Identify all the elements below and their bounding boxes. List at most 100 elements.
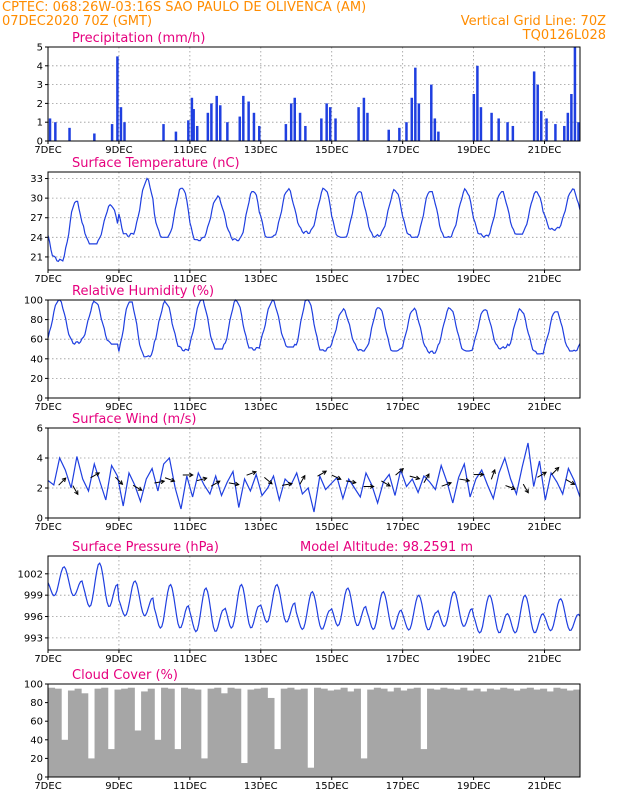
wind-arrow <box>72 485 79 495</box>
precip-bar <box>110 124 114 141</box>
cloud-bar <box>307 767 315 777</box>
pres-subtitle: Model Altitude: 98.2591 m <box>300 540 473 555</box>
wind-arrow-head <box>491 468 496 474</box>
precip-bar <box>293 97 296 141</box>
precip-xtick-label: 13DEC <box>244 145 278 156</box>
precip-xtick-label: 11DEC <box>173 145 207 156</box>
wind-arrow <box>228 482 239 486</box>
wind-arrow-head <box>447 481 453 487</box>
precip-bar <box>554 124 557 141</box>
wind-arrow-head <box>61 477 67 483</box>
precip-bar <box>195 125 199 141</box>
wind-arrow <box>331 474 342 480</box>
pres-xtick-label: 7DEC <box>34 654 61 665</box>
wind-arrow <box>210 480 221 487</box>
cloud-bar <box>254 688 262 777</box>
precip-ytick-label: 4 <box>37 61 43 72</box>
wind-arrow <box>441 482 452 487</box>
precip-bar <box>174 131 178 141</box>
precip-bar <box>357 107 360 141</box>
cloud-bar <box>566 690 574 777</box>
cloud-title: Cloud Cover (%) <box>72 668 178 683</box>
precip-bar <box>325 103 328 141</box>
wind-arrow-head <box>336 475 342 481</box>
cloud-bar <box>200 758 208 777</box>
cloud-bar <box>407 688 415 777</box>
precip-bar <box>479 107 483 141</box>
wind-arrow <box>246 471 257 476</box>
cloud-bar <box>393 687 401 777</box>
cloud-bar <box>161 687 169 777</box>
precip-bar <box>387 129 390 141</box>
cloud-bar <box>147 688 155 777</box>
temp-ytick-label: 24 <box>30 233 43 244</box>
precip-xtick-label: 17DEC <box>386 145 420 156</box>
cloud-bar <box>433 689 441 777</box>
cloud-bar <box>260 687 268 777</box>
cloud-bar <box>287 687 295 777</box>
precip-bar <box>48 118 52 141</box>
wind-line <box>47 442 581 513</box>
wind-arrow-head <box>465 477 471 483</box>
rh-ytick-label: 20 <box>30 374 43 385</box>
wind-xtick-label: 11DEC <box>173 522 207 533</box>
pres-xtick-label: 17DEC <box>386 654 420 665</box>
wind-arrow <box>537 471 547 478</box>
wind-xtick-label: 13DEC <box>244 522 278 533</box>
wind-arrow-head <box>251 470 257 476</box>
cloud-ytick-label: 20 <box>30 754 43 765</box>
cloud-bar <box>573 689 581 777</box>
cloud-xtick-label: 17DEC <box>386 781 420 792</box>
cloud-ytick-label: 0 <box>37 773 43 784</box>
precip-bar <box>206 112 210 141</box>
temp-xtick-label: 11DEC <box>173 274 207 285</box>
pres-line <box>47 562 581 634</box>
temp-xtick-label: 15DEC <box>315 274 349 285</box>
cloud-bar <box>333 689 341 777</box>
pres-xtick-label: 9DEC <box>105 654 132 665</box>
precip-bar <box>210 103 213 141</box>
precip-xtick-label: 21DEC <box>528 145 562 156</box>
temp-xtick-label: 9DEC <box>105 274 132 285</box>
wind-xtick-label: 17DEC <box>386 522 420 533</box>
precip-bar <box>190 97 194 141</box>
precip-bar <box>284 124 288 141</box>
grid-line-note: Vertical Grid Line: 70Z <box>460 14 606 29</box>
rh-xtick-label: 21DEC <box>528 402 562 413</box>
precip-bar <box>566 112 570 141</box>
precip-bar <box>532 71 536 141</box>
cloud-ytick-label: 80 <box>30 698 43 709</box>
wind-arrow <box>381 480 391 487</box>
cloud-bar <box>546 691 554 777</box>
cloud-bar <box>480 691 488 777</box>
wind-arrow-head <box>570 480 576 485</box>
precip-bar <box>328 107 332 141</box>
cloud-bar <box>506 688 514 777</box>
precip-bar <box>215 95 218 141</box>
cloud-bar <box>267 697 275 777</box>
precip-xtick-label: 15DEC <box>315 145 349 156</box>
pres-ytick-label: 1002 <box>18 569 43 580</box>
cloud-ytick-label: 100 <box>24 680 43 691</box>
cloud-ytick-label: 60 <box>30 717 43 728</box>
cloud-bar <box>340 687 348 777</box>
precip-bar <box>563 125 566 141</box>
precip-bar <box>366 112 369 141</box>
wind-arrow <box>409 475 420 480</box>
wind-arrow <box>299 475 306 485</box>
rh-title: Relative Humidity (%) <box>72 284 214 299</box>
wind-arrow-head <box>215 480 221 485</box>
cloud-bar <box>154 739 162 777</box>
precip-bar <box>430 84 433 141</box>
cloud-bar <box>526 687 534 777</box>
precip-bar <box>433 118 437 141</box>
temp-xtick-label: 17DEC <box>386 274 420 285</box>
cloud-xtick-label: 9DEC <box>105 781 132 792</box>
wind-arrow-head <box>425 473 430 479</box>
precip-ytick-label: 2 <box>37 99 43 110</box>
cloud-bar <box>127 687 135 777</box>
cloud-bar <box>314 687 322 777</box>
temp-xtick-label: 21DEC <box>528 274 562 285</box>
cloud-bar <box>141 691 149 777</box>
precip-bar <box>472 94 476 141</box>
